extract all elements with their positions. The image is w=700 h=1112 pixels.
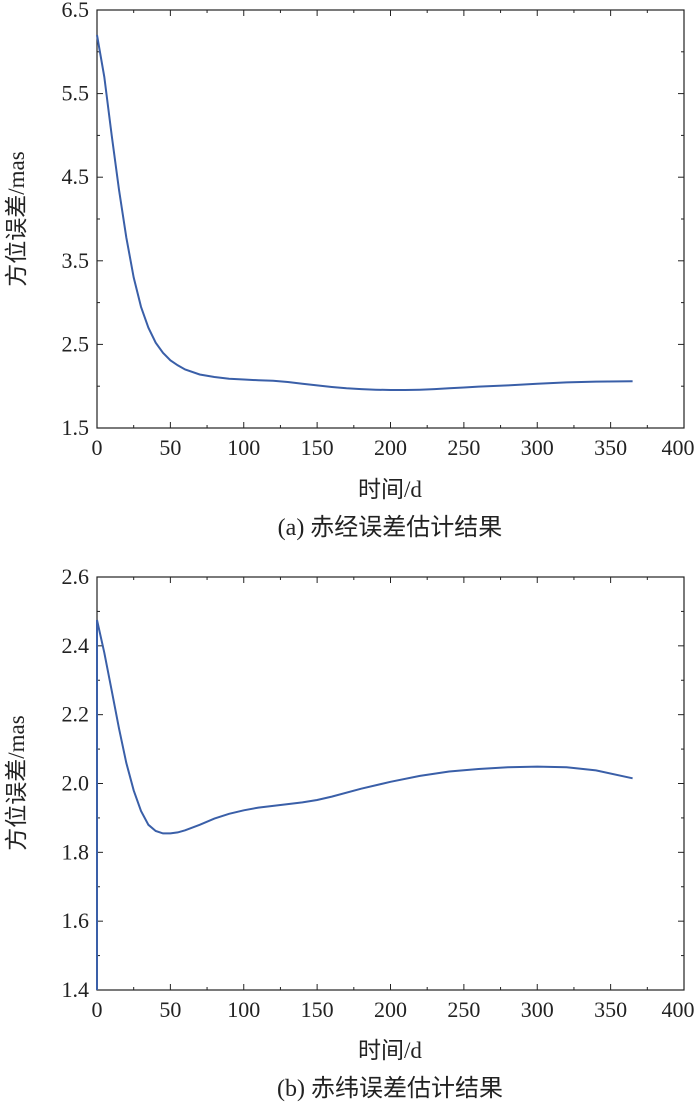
x-tick-label: 350 [594,435,627,460]
y-ticks: 1.5 2.5 3.5 4.5 5.5 6.5 [62,0,684,440]
y-tick-label: 1.5 [62,415,90,440]
plot-frame [96,576,685,991]
x-ticks: 0 50 100 150 200 250 300 350 400 [92,577,695,1022]
y-ticks: 1.4 1.6 1.8 2.0 2.2 2.4 2.6 [62,564,684,1002]
x-tick-label: 0 [92,435,103,460]
x-tick-label: 200 [374,997,407,1022]
y-tick-label: 2.5 [62,331,90,356]
y-tick-label: 2.2 [62,702,90,727]
series-line [96,34,633,391]
x-tick-label: 50 [159,435,181,460]
x-tick-label: 350 [594,997,627,1022]
x-tick-label: 50 [159,997,181,1022]
y-tick-label: 1.4 [62,977,90,1002]
chart-a: 1.5 2.5 3.5 4.5 5.5 6.5 0 50 100 150 200 250 300 350… [4,0,695,541]
x-tick-label: 300 [521,435,554,460]
y-axis-title: 方位误差/mas [4,151,29,286]
x-axis-title: 时间/d [358,1038,422,1063]
x-ticks: 0 50 100 150 200 250 300 350 400 [92,10,695,460]
x-tick-label: 100 [227,997,260,1022]
x-tick-label: 300 [521,997,554,1022]
plot-frame [96,9,685,429]
x-tick-label: 150 [301,997,334,1022]
x-tick-label: 0 [92,997,103,1022]
x-axis-title: 时间/d [358,477,422,502]
y-tick-label: 6.5 [62,0,90,22]
chart-b: 1.4 1.6 1.8 2.0 2.2 2.4 2.6 0 50 100 150 200 250 300… [4,564,695,1102]
series-line [96,619,633,990]
x-tick-label: 100 [227,435,260,460]
x-tick-label: 400 [662,997,695,1022]
y-tick-label: 1.8 [62,839,90,864]
y-tick-label: 4.5 [62,164,90,189]
x-tick-label: 150 [301,435,334,460]
y-tick-label: 5.5 [62,81,90,106]
y-tick-label: 1.6 [62,908,90,933]
y-tick-label: 3.5 [62,248,90,273]
chart-caption: (a) 赤经误差估计结果 [278,514,503,541]
y-tick-label: 2.4 [62,633,90,658]
x-tick-label: 250 [447,997,480,1022]
x-tick-label: 250 [447,435,480,460]
x-tick-label: 200 [374,435,407,460]
x-tick-label: 400 [662,435,695,460]
y-tick-label: 2.0 [62,771,90,796]
y-tick-label: 2.6 [62,564,90,589]
y-axis-title: 方位误差/mas [4,715,29,850]
chart-caption: (b) 赤纬误差估计结果 [277,1075,503,1102]
